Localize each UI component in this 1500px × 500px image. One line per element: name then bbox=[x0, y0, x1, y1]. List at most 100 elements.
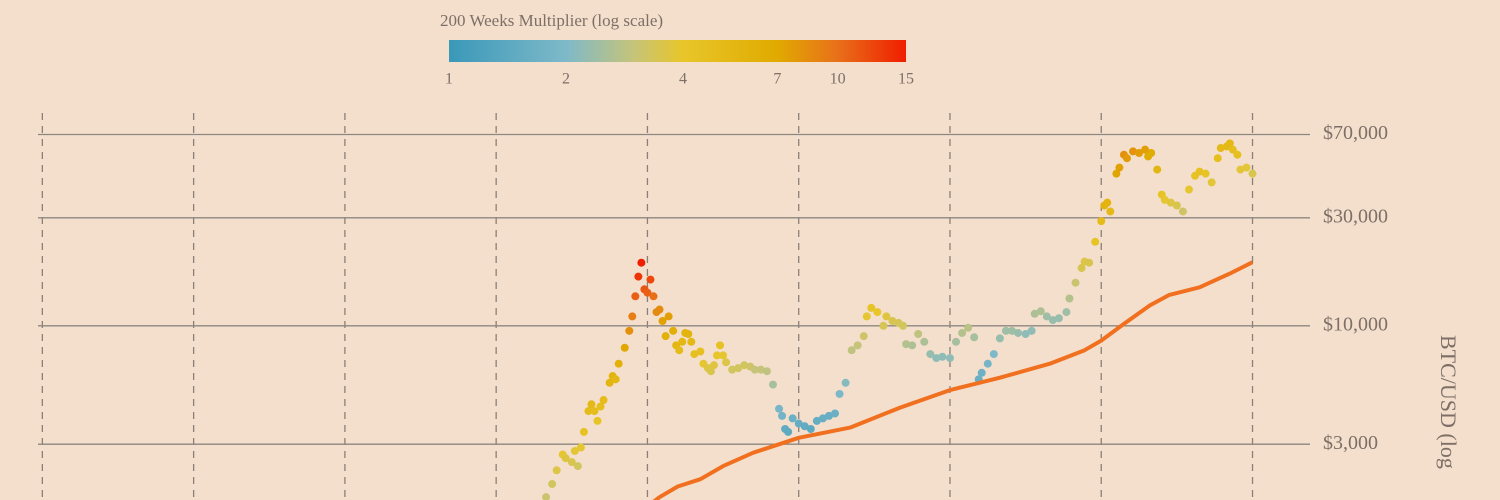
data-point bbox=[684, 330, 693, 339]
data-point bbox=[750, 365, 759, 374]
data-point bbox=[920, 337, 929, 346]
data-point bbox=[824, 411, 833, 420]
data-point bbox=[716, 341, 725, 350]
data-point bbox=[573, 462, 582, 471]
colorbar-title: 200 Weeks Multiplier (log scale) bbox=[440, 11, 663, 30]
data-point bbox=[1112, 169, 1121, 178]
data-point bbox=[579, 427, 588, 436]
data-point bbox=[1091, 237, 1100, 246]
colorbar-tick-label: 4 bbox=[679, 71, 687, 88]
colorbar-tick-label: 2 bbox=[562, 71, 570, 88]
data-point bbox=[722, 358, 731, 367]
data-point bbox=[882, 312, 891, 321]
data-point bbox=[709, 361, 718, 370]
data-point bbox=[1242, 163, 1251, 172]
data-point bbox=[902, 340, 911, 349]
data-point bbox=[1106, 207, 1115, 216]
data-point bbox=[1178, 207, 1187, 216]
data-point bbox=[778, 411, 787, 420]
data-point bbox=[1065, 294, 1074, 303]
data-point bbox=[1233, 150, 1242, 159]
data-point bbox=[862, 312, 871, 321]
data-point bbox=[634, 272, 643, 281]
data-point bbox=[908, 341, 917, 350]
data-point bbox=[620, 343, 629, 352]
data-point bbox=[561, 454, 570, 463]
data-point bbox=[706, 367, 715, 376]
data-point bbox=[1085, 258, 1094, 267]
data-point bbox=[1216, 144, 1225, 153]
data-point bbox=[926, 350, 935, 359]
data-point bbox=[605, 378, 614, 387]
data-point bbox=[788, 414, 797, 423]
data-point bbox=[983, 359, 992, 368]
data-point bbox=[596, 402, 605, 411]
data-point bbox=[570, 446, 579, 455]
data-point bbox=[1166, 198, 1175, 207]
data-point bbox=[888, 317, 897, 326]
data-point bbox=[1153, 165, 1162, 174]
data-point bbox=[696, 347, 705, 356]
data-point bbox=[1062, 308, 1071, 317]
data-point bbox=[669, 326, 678, 335]
data-point bbox=[734, 364, 743, 373]
data-point bbox=[1077, 264, 1086, 273]
data-point bbox=[1115, 163, 1124, 172]
colorbar-tick-label: 10 bbox=[830, 71, 846, 88]
colorbar-tick-label: 15 bbox=[898, 71, 914, 88]
data-point bbox=[970, 333, 979, 342]
data-point bbox=[1141, 145, 1150, 154]
data-point bbox=[945, 354, 954, 363]
data-point bbox=[548, 480, 557, 489]
data-point bbox=[800, 422, 809, 431]
data-point bbox=[1097, 217, 1106, 226]
data-point bbox=[625, 326, 634, 335]
data-point bbox=[958, 328, 967, 337]
data-point bbox=[1236, 165, 1245, 174]
data-point bbox=[853, 341, 862, 350]
data-point bbox=[1184, 185, 1193, 194]
data-point bbox=[675, 346, 684, 355]
data-point bbox=[1036, 307, 1045, 316]
data-point bbox=[1195, 167, 1204, 176]
data-point bbox=[841, 378, 850, 387]
data-point bbox=[867, 303, 876, 312]
data-point bbox=[899, 321, 908, 330]
data-point bbox=[1071, 278, 1080, 287]
data-point bbox=[989, 350, 998, 359]
data-point bbox=[658, 317, 667, 326]
colorbar-tick-label: 1 bbox=[445, 71, 453, 88]
data-point bbox=[690, 350, 699, 359]
data-point bbox=[1129, 147, 1138, 156]
data-point bbox=[719, 351, 728, 360]
data-point bbox=[542, 493, 551, 500]
data-point bbox=[932, 354, 941, 363]
y-tick-label: $10,000 bbox=[1323, 313, 1388, 335]
data-point bbox=[599, 396, 608, 405]
data-point bbox=[1172, 201, 1181, 210]
data-point bbox=[1225, 139, 1234, 148]
data-point bbox=[713, 351, 722, 360]
data-point bbox=[1001, 326, 1010, 335]
data-point bbox=[762, 367, 771, 376]
data-point bbox=[678, 337, 687, 346]
data-point bbox=[593, 416, 602, 425]
data-point bbox=[567, 458, 576, 467]
data-point bbox=[768, 380, 777, 389]
data-point bbox=[584, 407, 593, 416]
data-point bbox=[740, 361, 749, 370]
data-point bbox=[794, 419, 803, 428]
data-point bbox=[1054, 314, 1063, 323]
data-point bbox=[812, 416, 821, 425]
data-point bbox=[643, 288, 652, 297]
y-tick-label: $3,000 bbox=[1323, 432, 1378, 454]
data-point bbox=[938, 352, 947, 361]
data-point bbox=[806, 425, 815, 434]
data-point bbox=[614, 359, 623, 368]
data-point bbox=[1207, 178, 1216, 187]
y-tick-label: $70,000 bbox=[1323, 122, 1388, 144]
colorbar-tick-label: 7 bbox=[773, 71, 781, 88]
data-point bbox=[552, 466, 561, 475]
